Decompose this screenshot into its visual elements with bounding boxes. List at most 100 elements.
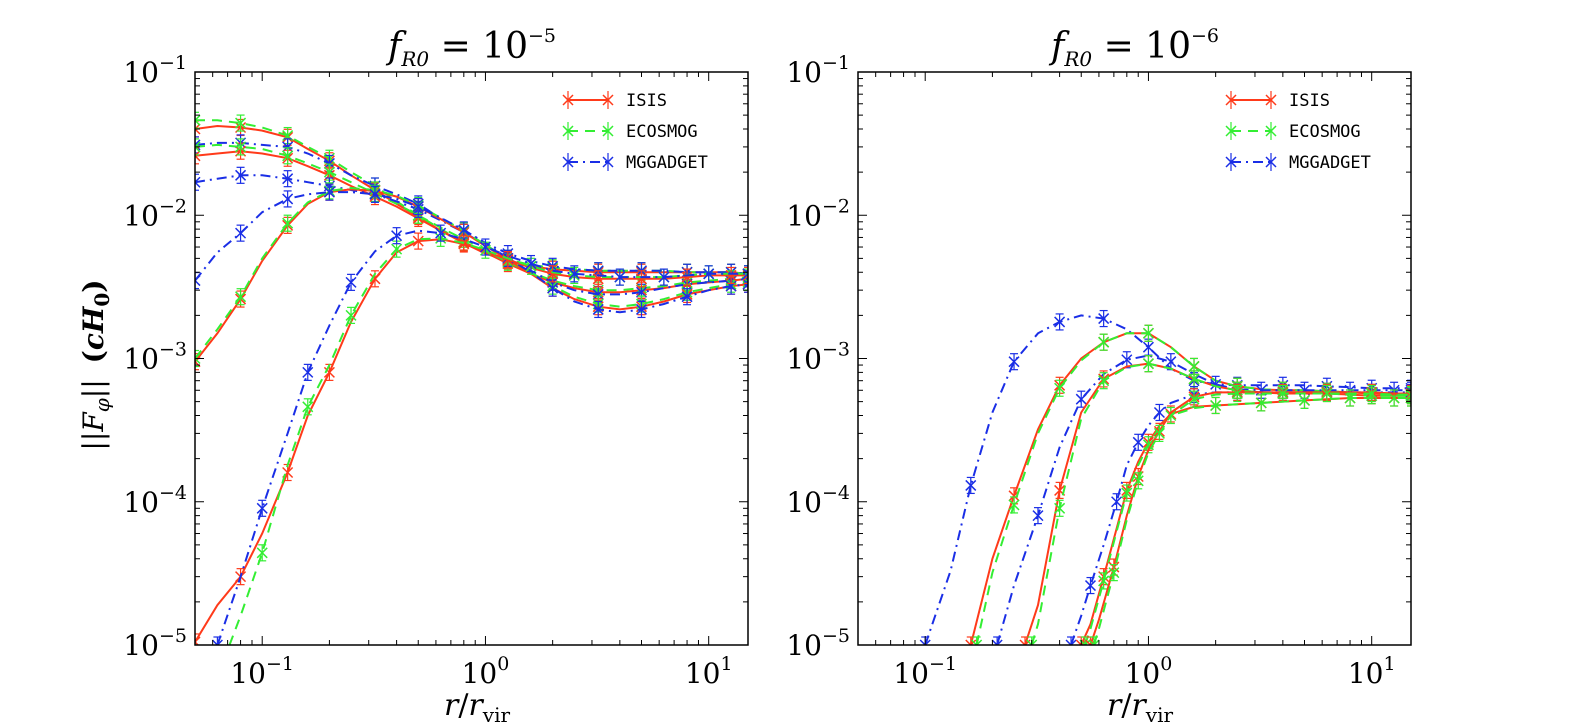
data-point	[369, 270, 381, 288]
series-mggadget-4	[211, 224, 748, 645]
data-point	[235, 288, 247, 306]
series-line	[1084, 397, 1411, 645]
series-isis-4	[1084, 383, 1411, 645]
data-point	[568, 265, 580, 283]
data-point	[658, 268, 670, 286]
data-point	[195, 173, 201, 191]
x-tick-label: 10−1	[230, 653, 294, 690]
data-point	[1026, 636, 1038, 645]
x-tick-label: 101	[685, 653, 733, 690]
data-point	[547, 279, 559, 297]
data-point	[742, 265, 748, 283]
data-point	[635, 270, 648, 288]
data-point	[1098, 333, 1110, 351]
data-point	[195, 349, 201, 368]
data-point	[614, 268, 626, 286]
data-point	[1142, 355, 1154, 373]
y-tick-label: 10−4	[786, 482, 850, 519]
series-isis-4	[195, 232, 748, 645]
legend-label: ISIS	[626, 91, 667, 111]
series-line	[1089, 391, 1411, 645]
data-point	[592, 300, 604, 319]
data-point	[211, 636, 223, 645]
series-line	[1080, 397, 1411, 645]
data-point	[1188, 390, 1200, 408]
data-point	[1132, 433, 1144, 451]
series-ecosmog-2	[1026, 355, 1411, 645]
data-point	[412, 232, 424, 250]
data-point	[725, 266, 737, 285]
data-point	[412, 197, 424, 216]
series-ecosmog-3	[1079, 389, 1411, 645]
data-point	[1388, 389, 1400, 407]
legend-label: MGGADGET	[626, 153, 708, 173]
data-point	[1165, 353, 1177, 371]
data-point	[1108, 564, 1120, 582]
data-point	[965, 476, 977, 495]
series-line	[195, 119, 748, 275]
x-axis-ticks: 10−1 100 101	[194, 72, 733, 690]
data-point	[195, 147, 201, 165]
data-point	[1277, 384, 1289, 403]
series-line	[1092, 392, 1411, 645]
legend-label: ECOSMOG	[1289, 122, 1361, 142]
legend-item-mggadget: MGGADGET	[1225, 153, 1371, 173]
data-point	[323, 183, 335, 201]
data-point	[991, 636, 1003, 645]
x-tick-label: 100	[1125, 653, 1173, 690]
data-point	[282, 170, 294, 188]
y-axis-label: ||Fφ||(cH0)	[77, 279, 114, 450]
y-tick-label: 10−5	[123, 625, 187, 662]
data-point	[256, 544, 268, 562]
x-axis-label: r/rvir	[444, 688, 510, 723]
data-point	[703, 265, 715, 283]
data-point	[1088, 636, 1100, 645]
series-line	[195, 186, 748, 360]
panel-title: fR0 = 10−5	[385, 25, 556, 71]
legend: ISIS ECOSMOG MGGADGET	[1225, 91, 1371, 173]
data-point	[435, 224, 447, 242]
data-point	[369, 185, 381, 203]
data-point	[1210, 396, 1222, 415]
series-line	[195, 143, 748, 292]
data-point	[458, 221, 470, 239]
y-tick-label: 10−5	[786, 625, 850, 662]
data-point	[1344, 389, 1356, 407]
data-point	[971, 636, 983, 645]
series-line	[1070, 391, 1411, 645]
data-point	[1098, 309, 1110, 328]
y-tick-label: 10−2	[786, 195, 850, 232]
data-point	[391, 227, 403, 245]
data-point	[1366, 384, 1378, 403]
series-line	[195, 191, 748, 314]
data-point	[235, 166, 247, 184]
data-point	[235, 138, 247, 156]
data-point	[282, 214, 294, 232]
data-point	[1054, 499, 1066, 517]
data-point	[1231, 384, 1243, 403]
x-tick-label: 101	[1348, 653, 1396, 690]
data-point	[1054, 379, 1066, 397]
y-tick-label: 10−3	[123, 339, 187, 376]
legend-item-ecosmog: ECOSMOG	[1225, 122, 1361, 142]
data-point	[212, 669, 222, 685]
data-point	[1075, 390, 1087, 408]
data-point	[635, 300, 648, 319]
series-ecosmog-3	[195, 181, 748, 368]
data-point	[681, 288, 693, 306]
y-tick-label: 10−4	[123, 482, 187, 519]
data-point	[681, 268, 693, 286]
data-point	[1032, 507, 1044, 525]
data-point	[1255, 394, 1267, 412]
panel-title: fR0 = 10−6	[1048, 25, 1219, 71]
y-tick-label: 10−1	[123, 52, 187, 89]
legend: ISIS ECOSMOG MGGADGET	[562, 91, 708, 173]
x-axis-label: r/rvir	[1107, 688, 1173, 723]
data-point	[1098, 372, 1110, 390]
data-point	[1121, 351, 1133, 369]
data-point	[282, 147, 294, 165]
data-point	[1054, 313, 1066, 331]
legend-item-isis: ISIS	[1225, 91, 1330, 111]
x-tick-label: 10−1	[893, 653, 957, 690]
